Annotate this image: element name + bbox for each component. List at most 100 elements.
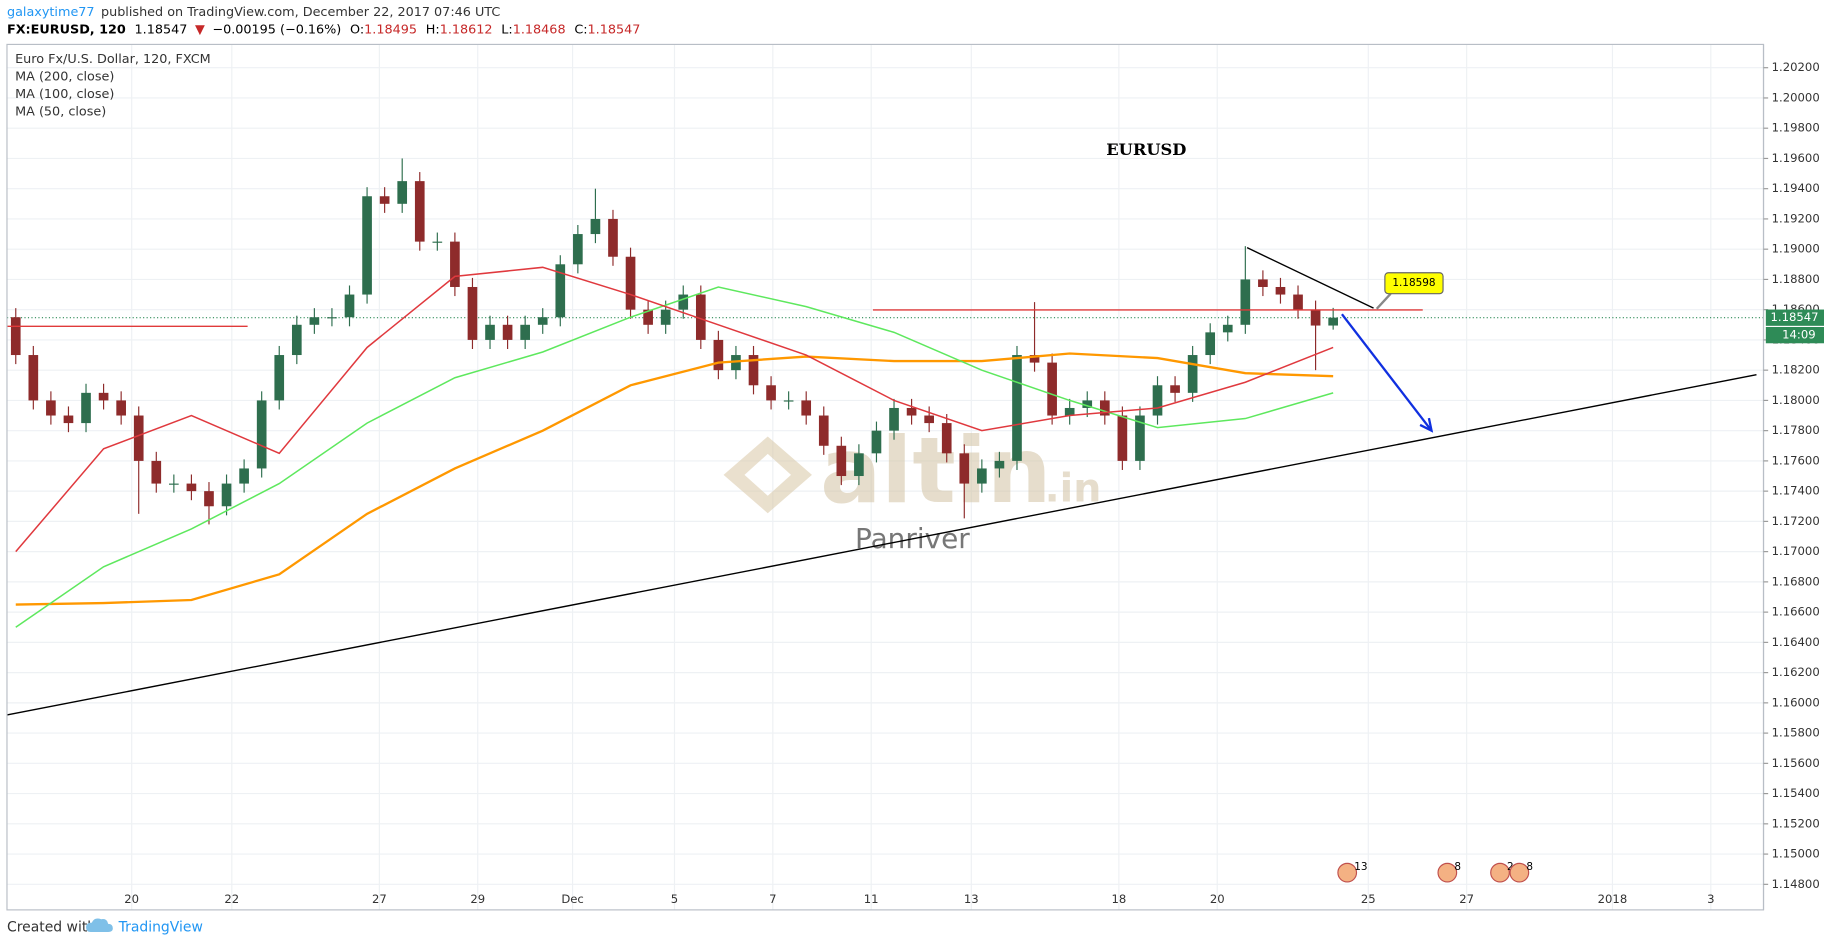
change: −0.00195 (−0.16%) [212,22,341,37]
arrow-head [1419,417,1434,433]
candle-body [344,294,355,318]
candle-body [1099,400,1110,416]
y-tick-label: 1.17000 [1772,544,1820,558]
event-label: 13 [1354,861,1367,873]
y-tick-label: 1.19200 [1772,211,1820,225]
candle-body [836,445,847,477]
x-tick-label: 20 [124,892,139,906]
y-tick-label: 1.17200 [1772,514,1820,528]
x-tick-label: 5 [671,892,678,906]
x-tick-label: 18 [1111,892,1126,906]
y-tick-label: 1.16200 [1772,665,1820,679]
candle-body [608,218,618,257]
x-tick-label: 27 [1459,892,1474,906]
callout-label: 1.18598 [1392,277,1435,289]
candle-body [397,181,408,204]
y-tick-label: 1.15000 [1772,847,1820,861]
legend-entry: MA (100, close) [15,87,114,102]
candle-body [959,453,970,484]
ohlc-value: 1.18495 [364,22,417,37]
x-tick-label: 11 [864,892,879,906]
moving-average [15,266,1334,553]
footer-brand[interactable]: TradingView [118,919,203,935]
candle-body [660,309,671,325]
candle-body [1275,286,1286,295]
candle-body [1170,385,1180,393]
ohlc-label: L: [501,22,512,37]
candle-body [573,234,583,265]
event-label: 8 [1526,861,1533,873]
candle-body [1187,355,1198,393]
y-tick-label: 1.15400 [1772,786,1820,800]
countdown-tag [1765,326,1824,344]
trend-line [1246,247,1374,309]
y-tick-label: 1.17400 [1772,484,1820,498]
ohlc-label: C: [574,22,587,37]
candle-body [291,324,302,356]
candle-body [977,468,987,484]
candle-body [1205,332,1216,356]
y-tick-label: 1.16000 [1772,695,1820,709]
candle-body [186,483,197,492]
x-tick-label: 13 [964,892,979,906]
candle-body [871,430,882,454]
y-tick-label: 1.19000 [1772,242,1820,256]
candle-body [10,317,21,356]
candle-body [379,196,390,204]
candle-body [1258,279,1268,287]
y-tick-label: 1.16600 [1772,605,1820,619]
candle-body [46,400,56,416]
axes: 1.14800 1.15000 1.15200 1.15400 1.15600 1.158… [124,60,1824,906]
x-tick-label: Dec [561,892,584,906]
x-tick-label: 25 [1361,892,1376,906]
author-link[interactable]: galaxytime77 [7,4,95,19]
candle-body [169,483,179,485]
countdown-label: 14:09 [1782,328,1816,342]
y-tick-label: 1.17800 [1772,423,1820,437]
candle-body [555,264,566,318]
last-price: 1.18547 [135,22,188,37]
y-tick-label: 1.17600 [1772,453,1820,467]
candle-body [98,392,109,401]
y-tick-label: 1.14800 [1772,877,1820,891]
candle-body [520,324,530,340]
published: published on TradingView.com, December 2… [101,4,500,19]
ohlc-label: O: [350,22,364,37]
y-tick-label: 1.15600 [1772,756,1820,770]
candle-body [28,355,39,401]
candle-body [678,294,689,310]
watermark-logo [723,436,812,514]
candle-body [1012,355,1022,461]
candle-body [818,415,829,446]
candle-body [450,241,460,287]
candle-body [116,400,126,416]
footer-text: Created with [7,919,96,935]
candle-body [801,400,812,416]
ohlc-value: 1.18468 [513,22,566,37]
candle-body [1082,400,1093,408]
candle-body [695,294,706,340]
event-label: 8 [1454,861,1461,873]
candle-body [854,453,864,477]
candle-body [1293,294,1303,310]
candle-body [467,286,478,340]
watermark-suffix: .in [1045,466,1102,512]
callout-pointer [1375,292,1392,310]
callout-box [1384,272,1444,295]
last-price-tag [1765,309,1824,326]
event-label: 2 [1507,861,1514,873]
candle-body [309,317,320,325]
ohlc-value: 1.18547 [588,22,641,37]
candle-body [256,400,267,469]
candle-body [1135,415,1145,461]
y-tick-label: 1.19800 [1772,121,1820,135]
y-tick-label: 1.16800 [1772,574,1820,588]
candle-body [502,324,513,340]
event-icon [1337,862,1358,883]
y-tick-label: 1.19400 [1772,181,1820,195]
candle-body [994,460,1005,469]
x-tick-label: 20 [1210,892,1225,906]
candle-body [924,415,934,424]
moving-average [15,352,1334,606]
